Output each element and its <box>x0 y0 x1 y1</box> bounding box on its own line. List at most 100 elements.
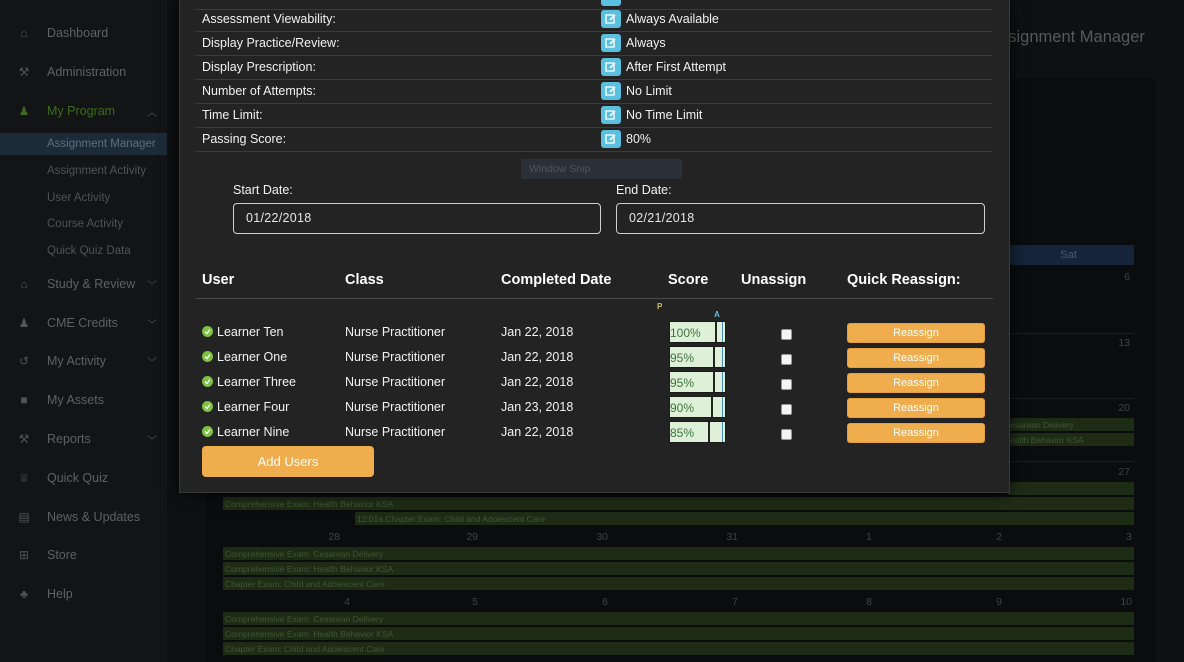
reassign-button[interactable]: Reassign <box>847 348 985 368</box>
calendar-event[interactable]: Comprehensive Exam: Health Behavior KSA <box>223 627 1134 641</box>
sidebar-item-news-updates[interactable]: ▤ News & Updates <box>0 502 167 532</box>
setting-row-display-practice: Display Practice/Review: Always <box>195 32 993 56</box>
reassign-button[interactable]: Reassign <box>847 398 985 418</box>
sidebar-item-administration[interactable]: ⚒ Administration <box>0 57 167 87</box>
score-value: 100% <box>670 326 701 340</box>
start-date-input[interactable]: 01/22/2018 <box>233 203 601 234</box>
reassign-button[interactable]: Reassign <box>847 323 985 343</box>
sidebar-item-my-assets[interactable]: ■ My Assets <box>0 385 167 415</box>
learner-name[interactable]: Learner Nine <box>217 425 290 439</box>
edit-icon[interactable] <box>601 58 621 76</box>
learner-name[interactable]: Learner One <box>217 350 288 364</box>
score-bar: 95% <box>669 346 726 368</box>
edit-icon[interactable] <box>601 130 621 148</box>
sidebar-item-dashboard[interactable]: ⌂ Dashboard <box>0 18 167 48</box>
edit-icon[interactable] <box>601 10 621 28</box>
setting-row-partial <box>195 0 993 10</box>
reassign-button[interactable]: Reassign <box>847 373 985 393</box>
sidebar-item-reports[interactable]: ⚒ Reports ﹀ <box>0 424 167 454</box>
calendar-event[interactable]: Chapter Exam: Child and Adolescent Care <box>223 577 1134 591</box>
add-users-button[interactable]: Add Users <box>202 446 374 477</box>
sidebar-subitem-user-activity[interactable]: User Activity <box>47 192 111 204</box>
calendar-event[interactable]: ealth Behavior KSA <box>1008 433 1134 447</box>
edit-icon[interactable] <box>601 106 621 124</box>
sidebar-item-label: Help <box>47 587 73 601</box>
calendar-event[interactable]: Comprehensive Exam: Health Behavior KSA <box>223 562 1134 576</box>
unassign-checkbox[interactable] <box>781 379 792 390</box>
learner-name[interactable]: Learner Four <box>217 400 290 414</box>
chevron-down-icon: ﹀ <box>147 435 157 447</box>
completed-date: Jan 22, 2018 <box>501 425 574 439</box>
sidebar-item-my-activity[interactable]: ↺ My Activity ﹀ <box>0 346 167 376</box>
calendar-event[interactable]: Comprehensive Exam: Cesarean Delivery <box>223 612 1134 626</box>
trophy-icon: ♕ <box>18 471 30 485</box>
completed-date: Jan 22, 2018 <box>501 375 574 389</box>
home-icon: ⌂ <box>20 26 28 40</box>
learner-class: Nurse Practitioner <box>345 375 446 389</box>
setting-label: Passing Score: <box>202 132 287 146</box>
edit-icon[interactable] <box>601 0 621 6</box>
calendar-day-number: 6 <box>1124 271 1130 283</box>
sidebar-subitem-course-activity[interactable]: Course Activity <box>47 218 124 230</box>
edit-icon[interactable] <box>601 34 621 52</box>
setting-row-time-limit: Time Limit: No Time Limit <box>195 104 993 128</box>
calendar-event[interactable]: esarean Delivery <box>1008 418 1134 432</box>
sidebar-subitem-assignment-activity[interactable]: Assignment Activity <box>47 165 147 177</box>
calendar-event[interactable]: 12:01a Chapter Exam: Child and Adolescen… <box>355 512 1134 526</box>
score-value: 95% <box>670 351 695 365</box>
completed-check-icon <box>202 376 213 387</box>
sidebar-subitem-quick-quiz-data[interactable]: Quick Quiz Data <box>47 245 131 257</box>
sidebar-item-study-review[interactable]: ⌂ Study & Review ﹀ <box>0 269 167 299</box>
setting-value: No Limit <box>626 84 672 98</box>
sidebar-item-help[interactable]: ♣ Help <box>0 579 167 609</box>
score-fill-marker <box>715 322 717 342</box>
calendar-row-divider <box>1003 461 1134 462</box>
sidebar-subitem-assignment-manager[interactable]: Assignment Manager <box>0 133 167 155</box>
learner-name[interactable]: Learner Ten <box>217 325 284 339</box>
calendar-event[interactable]: Comprehensive Exam: Cesarean Delivery <box>223 547 1134 561</box>
history-icon: ↺ <box>18 354 30 368</box>
chevron-down-icon: ﹀ <box>147 280 157 292</box>
setting-row-assessment-viewability: Assessment Viewability: Always Available <box>195 8 993 32</box>
unassign-checkbox[interactable] <box>781 329 792 340</box>
calendar-day-number: 29 <box>466 531 478 543</box>
reassign-button[interactable]: Reassign <box>847 423 985 443</box>
setting-label: Display Prescription: <box>202 60 316 74</box>
edit-icon[interactable] <box>601 82 621 100</box>
sidebar-item-my-program[interactable]: ♟ My Program ︿ <box>0 96 167 126</box>
start-date-label: Start Date: <box>233 183 293 197</box>
unassign-checkbox[interactable] <box>781 429 792 440</box>
score-bar: 90% <box>669 396 726 418</box>
score-bar: 85% <box>669 421 726 443</box>
calendar-day-number: 27 <box>1118 466 1130 478</box>
calendar-day-number: 30 <box>596 531 608 543</box>
unassign-checkbox[interactable] <box>781 404 792 415</box>
calendar-day-number: 4 <box>344 596 350 608</box>
column-header-score: Score <box>668 272 709 288</box>
setting-row-number-of-attempts: Number of Attempts: No Limit <box>195 80 993 104</box>
calendar-day-number: 31 <box>726 531 738 543</box>
completed-check-icon <box>202 426 213 437</box>
sidebar-item-cme-credits[interactable]: ♟ CME Credits ﹀ <box>0 308 167 338</box>
calendar-day-number: 13 <box>1118 337 1130 349</box>
average-marker <box>722 397 723 417</box>
calendar-row-divider <box>1003 398 1134 399</box>
learner-name[interactable]: Learner Three <box>217 375 296 389</box>
calendar-day-number: 5 <box>472 596 478 608</box>
unassign-checkbox[interactable] <box>781 354 792 365</box>
sidebar-item-store[interactable]: ⊞ Store <box>0 540 167 570</box>
page-title: ssignment Manager <box>1000 28 1145 46</box>
end-date-input[interactable]: 02/21/2018 <box>616 203 985 234</box>
calendar-event[interactable]: Comprehensive Exam: Health Behavior KSA <box>223 497 1134 511</box>
setting-label: Time Limit: <box>202 108 263 122</box>
book-icon: ■ <box>20 393 28 407</box>
sidebar-item-label: Dashboard <box>47 26 109 40</box>
sidebar-item-quick-quiz[interactable]: ♕ Quick Quiz <box>0 463 167 493</box>
score-value: 95% <box>670 376 695 390</box>
setting-value: 80% <box>626 132 652 146</box>
calendar-row-divider <box>1003 333 1134 334</box>
setting-row-display-prescription: Display Prescription: After First Attemp… <box>195 56 993 80</box>
calendar-event[interactable]: Chapter Exam: Child and Adolescent Care <box>223 642 1134 656</box>
calendar-day-number: 7 <box>732 596 738 608</box>
calendar-day-number: 10 <box>1120 596 1132 608</box>
